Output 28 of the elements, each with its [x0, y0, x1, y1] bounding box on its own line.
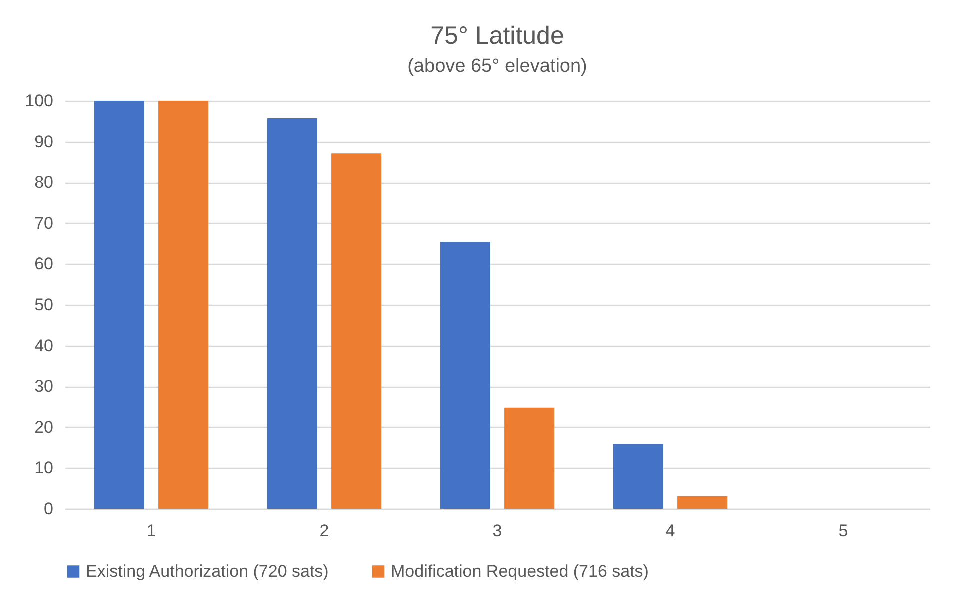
y-tick-label: 10 [34, 458, 54, 478]
chart-title: 75° Latitude [430, 22, 564, 50]
y-tick-label: 60 [34, 254, 54, 274]
bar [504, 408, 555, 509]
y-tick-label: 80 [34, 173, 54, 192]
y-tick-label: 20 [34, 418, 54, 437]
legend-label: Modification Requested (716 sats) [391, 562, 649, 581]
x-tick-label: 4 [666, 522, 676, 540]
legend-label: Existing Authorization (720 sats) [86, 562, 329, 581]
bar [678, 496, 728, 509]
bar [267, 118, 318, 509]
y-tick-label: 40 [34, 336, 54, 356]
x-tick-label: 2 [320, 522, 330, 540]
x-tick-label: 3 [492, 522, 502, 540]
y-tick-label: 100 [25, 92, 54, 110]
y-tick-label: 0 [44, 500, 54, 518]
y-tick-label: 90 [34, 132, 54, 152]
bar [158, 101, 209, 509]
bar [440, 242, 490, 509]
y-tick-label: 70 [34, 214, 54, 233]
bar [613, 444, 664, 509]
y-tick-label: 50 [34, 296, 54, 314]
chart-subtitle: (above 65° elevation) [408, 56, 588, 77]
y-tick-label: 30 [34, 377, 54, 396]
x-tick-label: 1 [146, 522, 156, 540]
bar [94, 101, 144, 509]
bar [332, 154, 382, 509]
x-tick-label: 5 [838, 522, 848, 540]
